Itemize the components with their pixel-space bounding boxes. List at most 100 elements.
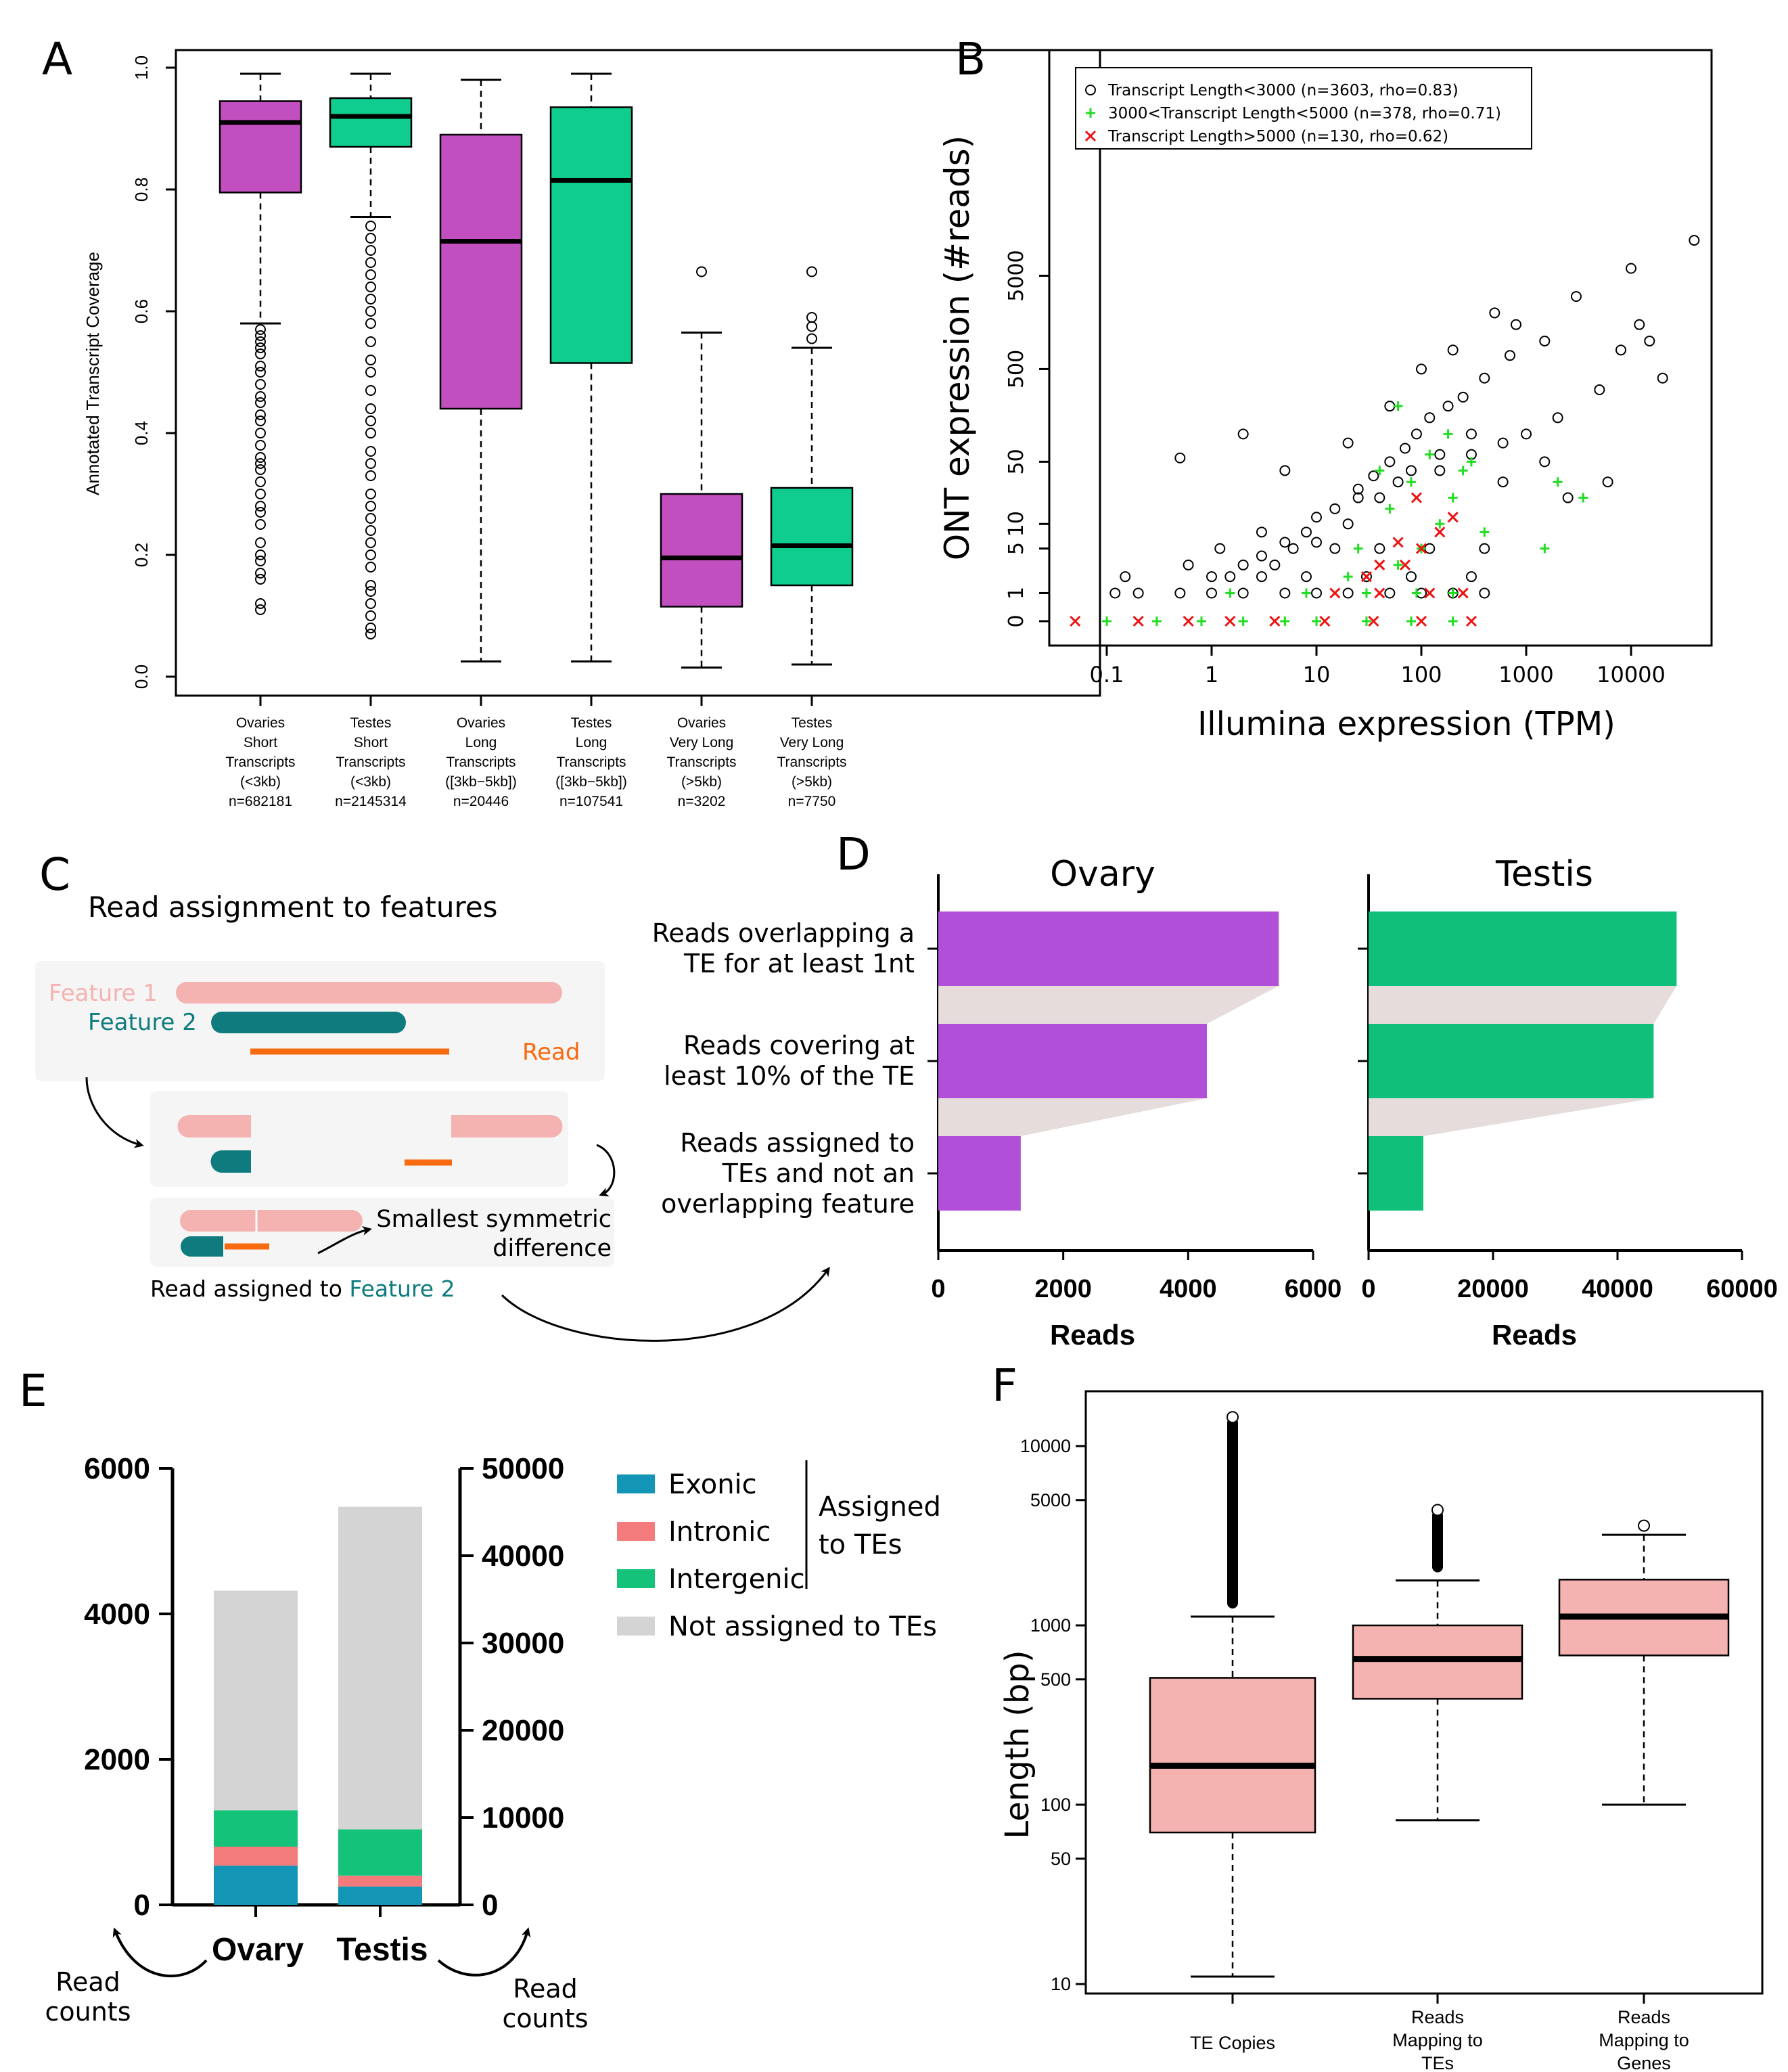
panel-a-outlier xyxy=(365,355,376,365)
panel-b-point xyxy=(1626,263,1636,274)
panel-b-point xyxy=(1196,616,1206,626)
panel-b-point xyxy=(1269,615,1281,627)
panel-a-category-label: (<3kb) xyxy=(240,774,281,790)
panel-a-category-label: Testes xyxy=(571,715,612,731)
panel-d-facet-title: Testis xyxy=(1495,854,1593,895)
panel-b-point xyxy=(1448,493,1458,503)
panel-b-point xyxy=(1269,559,1281,570)
panel-a-outlier xyxy=(255,458,266,469)
panel-b-point xyxy=(1174,587,1186,599)
panel-d-category-label: TE for at least 1nt xyxy=(683,949,915,978)
panel-b-point xyxy=(1132,615,1144,627)
panel-f-y-tick-label: 50 xyxy=(1051,1849,1071,1869)
panel-f-category-label: Genes xyxy=(1617,2053,1671,2072)
panel-e-legend-swatch xyxy=(617,1474,655,1493)
panel-b-point xyxy=(1411,492,1422,503)
panel-b-point xyxy=(1120,571,1131,583)
panel-b-point xyxy=(1393,401,1403,411)
panel-a-outlier xyxy=(365,489,376,499)
panel-a-outlier xyxy=(365,415,376,426)
panel-c-title: Read assignment to features xyxy=(88,891,498,924)
panel-a-outlier xyxy=(365,233,376,244)
panel-d-x-tick-label: 40000 xyxy=(1582,1275,1653,1303)
panel-b-point xyxy=(1634,319,1645,330)
panel-d-bar xyxy=(1369,911,1677,986)
panel-b-point xyxy=(1434,526,1446,538)
panel-a-outlier xyxy=(365,269,376,280)
panel-b-point xyxy=(1465,428,1477,440)
panel-b-point xyxy=(1510,319,1521,330)
panel-a-outlier xyxy=(696,266,707,277)
panel-d-category-label: overlapping feature xyxy=(661,1189,915,1219)
feature-2-label: Feature 2 xyxy=(88,1009,197,1036)
panel-a-outlier xyxy=(365,501,376,512)
panel-f-outlier-band xyxy=(1227,1417,1238,1608)
panel-d-x-tick-label: 0 xyxy=(1361,1275,1375,1303)
panel-b-point xyxy=(1539,335,1551,346)
panel-b-point xyxy=(1353,543,1363,554)
panel-b-point xyxy=(1287,543,1299,554)
panel-a-outlier xyxy=(365,281,376,292)
panel-e-axis-note: counts xyxy=(45,1997,131,2027)
panel-a-category-label: Transcripts xyxy=(336,755,405,770)
panel-b-point xyxy=(1300,571,1312,583)
panel-b-point xyxy=(1237,428,1249,440)
panel-e-bar-segment xyxy=(338,1886,422,1905)
panel-b-legend-marker xyxy=(1084,130,1097,142)
panel-b-y-tick-label: 5000 xyxy=(1005,250,1028,301)
panel-a-category-label: ([3kb−5kb]) xyxy=(445,774,517,790)
panel-b-point xyxy=(1562,492,1574,503)
panel-a-outlier xyxy=(255,568,266,579)
panel-a-box xyxy=(329,97,413,148)
panel-b-point xyxy=(1279,537,1291,548)
panel-e-right-tick-label: 10000 xyxy=(482,1801,564,1834)
panel-d-x-axis-label: Reads xyxy=(1050,1319,1135,1351)
panel-e-left-tick-label: 4000 xyxy=(84,1598,150,1631)
panel-a-y-tick-label: 0.4 xyxy=(131,421,152,445)
panel-e-stacked-bars: 0 2000 4000 6000 0 10000 20000 30000 40000 50000 O… xyxy=(45,1452,940,2033)
panel-b-point xyxy=(1374,543,1385,554)
panel-b-point xyxy=(1442,401,1454,412)
panel-d-bar xyxy=(938,1136,1021,1211)
panel-f-box xyxy=(1149,1677,1316,1834)
panel-b-point xyxy=(1594,384,1605,395)
panel-d-x-tick-label: 20000 xyxy=(1457,1275,1529,1303)
panel-b-x-tick-label: 100 xyxy=(1400,662,1442,688)
panel-b-scatter: ONT expression (#reads) Illumina express… xyxy=(938,49,1713,743)
panel-a-outlier xyxy=(255,336,266,347)
panel-b-point xyxy=(1457,391,1469,403)
panel-a-outlier xyxy=(806,333,817,344)
arrow-stage1-to-2 xyxy=(85,1077,144,1148)
panel-f-category-label: Reads xyxy=(1618,2007,1670,2027)
panel-a-outlier xyxy=(806,321,817,332)
panel-b-point xyxy=(1657,372,1668,384)
panel-b-point xyxy=(1570,291,1582,302)
panel-a-category-label: (<3kb) xyxy=(350,774,391,790)
panel-a-category-label: (>5kb) xyxy=(681,774,722,790)
panel-a-outlier xyxy=(255,379,266,390)
panel-a-outlier xyxy=(365,318,376,329)
panel-f-y-tick-label: 10 xyxy=(1051,1974,1071,1994)
panel-f-category-label: Mapping to xyxy=(1599,2030,1689,2050)
panel-a-boxplot: Annotated Transcript Coverage 0.0 0.2 0.4 0… xyxy=(83,49,1101,809)
panel-a-category-label: Long xyxy=(576,735,608,750)
panel-b-y-tick-label: 10 xyxy=(1005,511,1028,537)
panel-e-bar-segment xyxy=(214,1590,298,1811)
panel-b-point xyxy=(1465,615,1477,627)
panel-a-outlier xyxy=(365,537,376,548)
panel-a-category-label: Transcripts xyxy=(777,755,846,770)
panel-e-bar-segment xyxy=(338,1506,422,1830)
panel-e-right-tick-label: 50000 xyxy=(482,1452,564,1485)
panel-b-point xyxy=(1399,443,1411,454)
panel-a-outlier xyxy=(255,549,266,560)
panel-b-point xyxy=(1434,449,1446,460)
panel-a-outlier xyxy=(365,336,376,347)
panel-e-bar-segment xyxy=(214,1810,298,1847)
panel-a-outlier xyxy=(255,604,266,615)
panel-b-point xyxy=(1425,449,1435,459)
panel-b-point xyxy=(1457,587,1469,599)
panel-b-point xyxy=(1224,571,1236,583)
panel-b-point xyxy=(1319,615,1331,627)
panel-label-a: A xyxy=(42,33,72,85)
